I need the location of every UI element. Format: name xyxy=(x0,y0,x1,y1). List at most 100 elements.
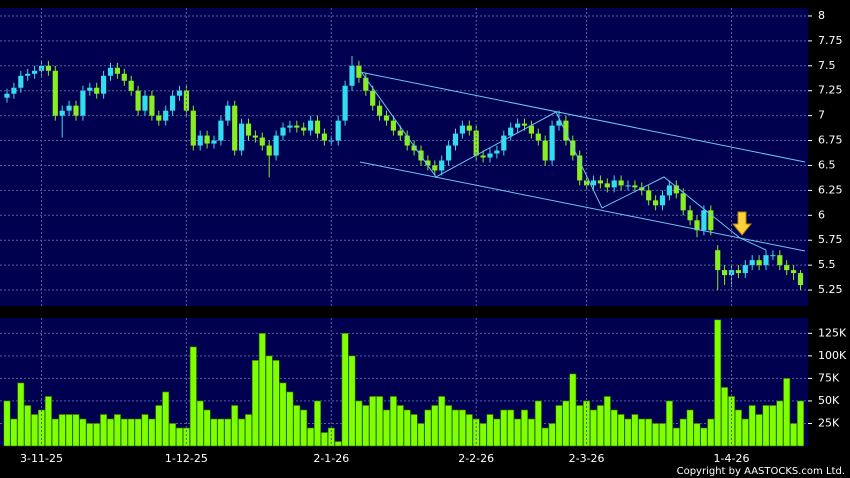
candle-body xyxy=(225,105,231,121)
candle-body xyxy=(142,95,148,111)
volume-bar xyxy=(245,414,253,447)
volume-bar xyxy=(769,405,777,447)
volume-bar xyxy=(665,400,673,447)
y-tick-label: 8 xyxy=(818,9,825,22)
volume-bar xyxy=(100,414,108,447)
candle-body xyxy=(770,255,776,257)
volume-bar xyxy=(58,414,66,447)
volume-bar xyxy=(638,418,646,447)
volume-bar xyxy=(31,414,39,447)
x-tick-label: 2-2-26 xyxy=(458,452,494,465)
candle-body xyxy=(722,270,728,276)
volume-bar xyxy=(120,418,128,447)
volume-bar xyxy=(410,414,418,447)
candle-body xyxy=(280,127,286,136)
candle-body xyxy=(383,115,390,121)
candle-body xyxy=(156,115,162,121)
candle-body xyxy=(584,180,590,186)
candle-body xyxy=(680,193,686,211)
candle-body xyxy=(777,255,783,266)
volume-bar xyxy=(520,409,528,447)
candle-body xyxy=(287,125,293,128)
candle-body xyxy=(163,110,169,121)
candle-body xyxy=(687,210,693,221)
volume-bar xyxy=(514,418,522,447)
candle-body xyxy=(114,67,120,74)
candle-body xyxy=(252,135,258,138)
volume-bar xyxy=(65,414,73,447)
volume-bar xyxy=(189,346,197,447)
candle-body xyxy=(245,123,252,136)
candle-body xyxy=(480,155,486,158)
volume-bar xyxy=(72,414,80,447)
volume-bar xyxy=(589,409,597,447)
volume-bar xyxy=(603,396,611,447)
volume-bar xyxy=(672,427,680,447)
candle-body xyxy=(487,153,493,158)
y-tick-label: 5.5 xyxy=(818,258,836,271)
volume-bar xyxy=(403,409,411,447)
candle-body xyxy=(597,180,603,184)
candle-body xyxy=(515,123,521,128)
volume-bar xyxy=(700,427,708,447)
volume-bar xyxy=(141,414,149,447)
volume-bar xyxy=(714,319,722,447)
candle-body xyxy=(708,210,714,231)
y-tick-label: 5.25 xyxy=(818,283,843,296)
candle-body xyxy=(73,105,79,116)
candle-body xyxy=(653,200,659,206)
volume-bar xyxy=(527,418,535,447)
volume-bar xyxy=(86,423,94,447)
trend-line xyxy=(359,161,806,252)
candle-body xyxy=(4,93,10,98)
volume-bar xyxy=(79,418,87,447)
candle-body xyxy=(556,120,562,126)
volume-bar xyxy=(313,400,321,447)
volume-bar xyxy=(596,405,604,447)
candle-body xyxy=(749,260,755,266)
volume-bar xyxy=(24,405,32,447)
volume-bar xyxy=(507,409,515,447)
candle-body xyxy=(473,130,479,156)
candle-body xyxy=(232,105,238,151)
volume-bar xyxy=(300,409,308,447)
y-tick-label: 50K xyxy=(818,394,840,407)
volume-bar xyxy=(238,418,246,447)
volume-bar xyxy=(741,418,749,447)
volume-bar xyxy=(44,396,52,447)
candle-body xyxy=(563,120,569,141)
volume-bar xyxy=(389,396,397,447)
volume-bar xyxy=(355,400,363,447)
candle-body xyxy=(59,110,65,116)
volume-bar xyxy=(10,418,18,447)
volume-bar xyxy=(162,391,170,447)
volume-bar xyxy=(382,409,390,447)
candle-body xyxy=(335,120,341,141)
candle-body xyxy=(259,137,265,146)
candle-body xyxy=(625,185,631,187)
volume-bar xyxy=(569,373,577,447)
y-tick-label: 6.25 xyxy=(818,183,843,196)
candle-body xyxy=(577,155,583,181)
y-tick-label: 75K xyxy=(818,371,840,384)
volume-bar xyxy=(376,396,384,447)
volume-bar xyxy=(286,391,294,447)
volume-bar xyxy=(334,441,342,447)
arrow xyxy=(731,211,753,236)
volume-bar xyxy=(196,400,204,447)
zigzag-line xyxy=(361,72,767,251)
volume-bar xyxy=(438,396,446,447)
volume-bar xyxy=(224,418,232,447)
candle-body xyxy=(411,145,417,151)
candle-body xyxy=(694,220,700,231)
volume-bar xyxy=(790,423,798,447)
x-tick-label: 1-12-25 xyxy=(165,452,208,465)
volume-bar xyxy=(645,418,653,447)
candle-body xyxy=(363,77,369,91)
volume-bar xyxy=(320,432,328,447)
volume-bar xyxy=(51,418,59,447)
y-tick-label: 7.25 xyxy=(818,84,843,97)
candle-body xyxy=(314,120,321,134)
volume-bar xyxy=(293,405,301,447)
